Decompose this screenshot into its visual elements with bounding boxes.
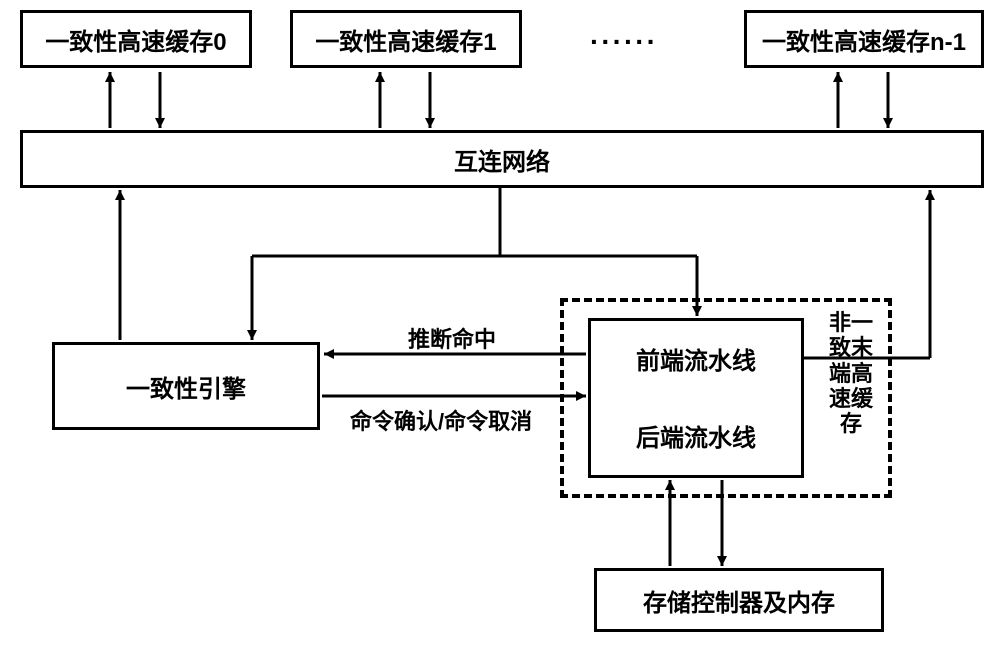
node-cache-n: 一致性高速缓存n-1 [744,10,984,68]
node-interconnect-network: 互连网络 [20,130,984,188]
label-speculative-hit: 推断命中 [408,322,496,354]
node-back-pipeline: 后端流水线 [588,395,804,478]
node-memory-controller: 存储控制器及内存 [594,568,884,632]
ellipsis-dots: ······ [590,26,658,58]
node-front-pipeline: 前端流水线 [588,318,804,398]
node-coherence-engine: 一致性引擎 [52,342,320,430]
diagram-canvas: 一致性高速缓存0 一致性高速缓存1 ······ 一致性高速缓存n-1 互连网络… [0,0,1000,656]
node-cache-1: 一致性高速缓存1 [290,10,522,68]
node-cache-0: 一致性高速缓存0 [20,10,252,68]
label-ack-cancel: 命令确认/命令取消 [350,404,532,436]
label-noncoherent-last-cache: 非一致末端高速缓存 [820,310,882,436]
